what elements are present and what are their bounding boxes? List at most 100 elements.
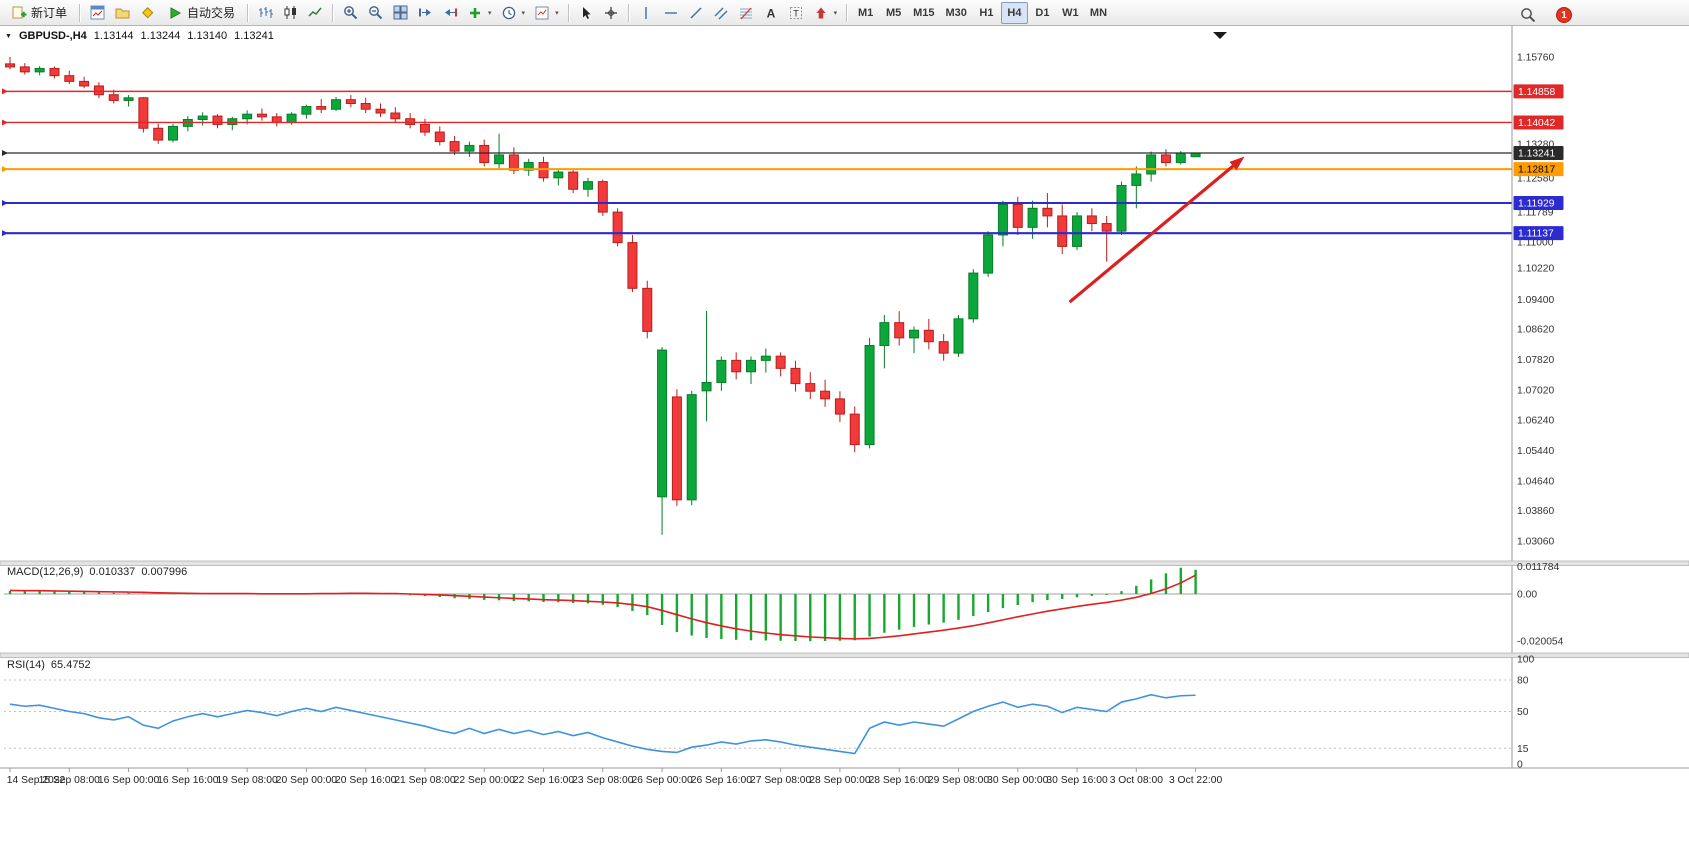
chart-high-value: 1.13244: [140, 30, 181, 42]
candle-body: [923, 329, 934, 343]
candle-body: [909, 329, 920, 339]
text-tool-button[interactable]: A: [759, 2, 783, 24]
text-label-tool-button[interactable]: T: [784, 2, 808, 24]
timeframe-h1-button[interactable]: H1: [979, 6, 994, 19]
cursor-arrow-icon: [578, 5, 594, 21]
fibonacci-icon: [738, 5, 754, 21]
line-chart-icon: [307, 5, 323, 21]
candlestick-mode-button[interactable]: [278, 2, 302, 24]
candle-body: [879, 322, 890, 346]
candle-body: [760, 355, 771, 361]
profiles-folder-icon: [114, 5, 130, 21]
candle-body: [508, 154, 519, 171]
candle-body: [1086, 215, 1097, 225]
metaeditor-button[interactable]: [135, 2, 159, 24]
candle-body: [983, 234, 994, 274]
time-axis-label: 3 Oct 08:00: [1110, 775, 1164, 786]
price-badge: [1513, 84, 1564, 99]
trend-arrow-line[interactable]: [1068, 160, 1240, 304]
line-chart-mode-button[interactable]: [303, 2, 327, 24]
crosshair-icon: [603, 5, 619, 21]
time-axis-label: 23 Sep 08:00: [572, 775, 634, 786]
rsi-panel-divider[interactable]: [0, 652, 1689, 658]
periods-button[interactable]: ▾: [497, 2, 530, 24]
timeframe-m5-button[interactable]: M5: [885, 6, 902, 19]
candle-body: [746, 359, 756, 373]
candle-body: [849, 413, 860, 446]
candle-body: [19, 66, 30, 73]
fibonacci-tool-button[interactable]: [734, 2, 758, 24]
timeframe-d1-button[interactable]: D1: [1035, 6, 1050, 19]
channel-icon: [713, 5, 729, 21]
crosshair-button[interactable]: [599, 2, 623, 24]
toolbar-separator: [846, 3, 848, 22]
text-label-icon: T: [788, 5, 804, 21]
time-axis-label: 20 Sep 00:00: [276, 775, 338, 786]
collapse-chart-icon[interactable]: ▼: [5, 32, 12, 40]
vertical-line-tool-button[interactable]: [634, 2, 658, 24]
price-axis-label: 1.05440: [1517, 446, 1554, 457]
time-axis-label: 27 Sep 08:00: [750, 775, 812, 786]
chart-canvas[interactable]: 1.15760 1.13280 1.12580 1.11789 1.11000 1.102…: [0, 26, 1689, 854]
tile-windows-button[interactable]: [388, 2, 412, 24]
candle-body: [1160, 154, 1171, 164]
search-button[interactable]: [1516, 4, 1540, 26]
indicators-button[interactable]: ▾: [463, 2, 496, 24]
notification-badge[interactable]: 1: [1556, 7, 1572, 23]
toolbar-separator: [627, 3, 629, 22]
horizontal-line-tool-button[interactable]: [659, 2, 683, 24]
timeframe-w1-button[interactable]: W1: [1062, 6, 1079, 19]
arrow-shape-icon: [813, 5, 829, 21]
timeframe-m30-button[interactable]: M30: [945, 6, 967, 19]
new-chart-button[interactable]: [85, 2, 109, 24]
price-axis-label: 1.08620: [1517, 325, 1554, 336]
price-badge: [1513, 226, 1564, 241]
time-axis-label: 29 Sep 08:00: [928, 775, 990, 786]
level-left-marker: [2, 119, 8, 126]
time-axis-label: 28 Sep 00:00: [809, 775, 871, 786]
chart-shift-button[interactable]: [438, 2, 462, 24]
candlestick-series: [5, 57, 1201, 535]
price-badge-label: 1.14042: [1518, 118, 1555, 129]
toolbar-right-icons: 1: [1516, 4, 1572, 26]
chart-shift-marker[interactable]: [1213, 32, 1227, 39]
candle-body: [316, 106, 327, 110]
price-axis-label: 1.15760: [1517, 53, 1554, 64]
bar-chart-mode-button[interactable]: [253, 2, 277, 24]
price-axis-label: 1.11000: [1517, 238, 1554, 249]
zoom-out-button[interactable]: [363, 2, 387, 24]
shapes-tool-button[interactable]: ▾: [809, 2, 842, 24]
candle-body: [256, 113, 267, 118]
templates-button[interactable]: ▾: [530, 2, 563, 24]
candle-body: [686, 394, 697, 501]
macd-main-value: 0.010337: [89, 566, 136, 578]
candle-body: [805, 383, 816, 392]
price-axis-label: 1.07820: [1517, 355, 1554, 366]
autotrade-button[interactable]: 自动交易: [160, 2, 242, 24]
candle-body: [1072, 215, 1083, 247]
channel-tool-button[interactable]: [709, 2, 733, 24]
new-order-button[interactable]: 新订单: [4, 2, 74, 24]
zoom-out-icon: [367, 5, 383, 21]
trendline-tool-button[interactable]: [684, 2, 708, 24]
profiles-button[interactable]: [110, 2, 134, 24]
timeframe-mn-button[interactable]: MN: [1089, 6, 1108, 19]
rsi-line: [9, 693, 1196, 755]
zoom-in-icon: [342, 5, 358, 21]
candle-body: [671, 396, 682, 501]
level-left-marker: [2, 88, 8, 95]
cursor-button[interactable]: [574, 2, 598, 24]
time-axis-label: 15 Sep 08:00: [39, 775, 101, 786]
timeframe-m1-button[interactable]: M1: [857, 6, 874, 19]
zoom-in-button[interactable]: [338, 2, 362, 24]
auto-scroll-button[interactable]: [413, 2, 437, 24]
candlestick-icon: [282, 5, 298, 21]
time-axis-label: 22 Sep 00:00: [454, 775, 516, 786]
timeframe-m15-button[interactable]: M15: [913, 6, 935, 19]
candle-body: [242, 113, 253, 120]
candle-body: [1057, 215, 1068, 247]
macd-panel-divider[interactable]: [0, 560, 1689, 566]
candle-body: [997, 203, 1008, 236]
macd-signal-value: 0.007996: [141, 566, 188, 578]
timeframe-h4-button[interactable]: H4: [1000, 1, 1028, 24]
